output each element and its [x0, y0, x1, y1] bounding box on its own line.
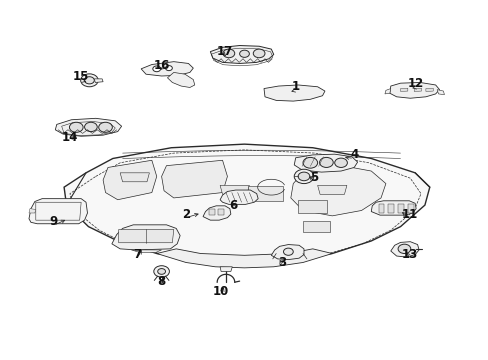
Polygon shape	[29, 209, 36, 213]
Text: 5: 5	[309, 171, 318, 184]
Polygon shape	[209, 210, 215, 215]
Polygon shape	[271, 244, 304, 260]
Text: 12: 12	[407, 77, 424, 90]
Circle shape	[397, 244, 410, 253]
Circle shape	[165, 66, 172, 71]
Circle shape	[81, 74, 98, 87]
Polygon shape	[167, 72, 194, 87]
Polygon shape	[220, 190, 258, 204]
Text: 8: 8	[157, 275, 165, 288]
Polygon shape	[264, 85, 325, 101]
Circle shape	[253, 49, 264, 58]
Polygon shape	[119, 229, 173, 243]
Polygon shape	[425, 88, 432, 91]
Polygon shape	[290, 166, 385, 216]
Circle shape	[158, 269, 165, 274]
Polygon shape	[157, 249, 331, 268]
Text: 3: 3	[278, 256, 286, 269]
Text: 7: 7	[133, 248, 141, 261]
Polygon shape	[387, 204, 393, 213]
Polygon shape	[294, 154, 357, 172]
Polygon shape	[436, 90, 444, 95]
Circle shape	[69, 122, 83, 132]
Polygon shape	[220, 185, 249, 194]
Polygon shape	[120, 173, 149, 182]
Polygon shape	[161, 160, 227, 198]
Polygon shape	[389, 82, 439, 98]
Polygon shape	[384, 89, 390, 94]
Polygon shape	[298, 201, 327, 213]
Text: 6: 6	[229, 199, 237, 212]
Polygon shape	[131, 250, 161, 252]
Polygon shape	[210, 45, 273, 63]
Circle shape	[223, 49, 234, 58]
Polygon shape	[217, 210, 223, 215]
Text: 14: 14	[61, 131, 78, 144]
Polygon shape	[397, 204, 403, 213]
Text: 17: 17	[216, 45, 233, 58]
Circle shape	[84, 122, 97, 132]
Polygon shape	[220, 267, 232, 271]
Polygon shape	[141, 62, 193, 76]
Circle shape	[154, 266, 169, 277]
Polygon shape	[390, 242, 418, 257]
Text: 15: 15	[73, 70, 89, 83]
Polygon shape	[203, 206, 230, 220]
Polygon shape	[64, 144, 429, 261]
Text: 13: 13	[401, 248, 418, 261]
Polygon shape	[103, 160, 157, 200]
Polygon shape	[248, 186, 282, 201]
Text: 2: 2	[182, 208, 190, 221]
Polygon shape	[94, 79, 103, 82]
Text: 10: 10	[213, 285, 229, 298]
Polygon shape	[303, 221, 329, 232]
Text: 11: 11	[401, 208, 418, 221]
Text: 9: 9	[49, 215, 58, 229]
Polygon shape	[112, 225, 180, 250]
Polygon shape	[407, 204, 413, 213]
Polygon shape	[55, 118, 122, 136]
Text: 1: 1	[291, 80, 299, 93]
Polygon shape	[317, 185, 346, 194]
Circle shape	[239, 50, 249, 57]
Circle shape	[294, 169, 313, 184]
Polygon shape	[400, 88, 407, 91]
Polygon shape	[370, 201, 415, 215]
Polygon shape	[29, 199, 87, 224]
Circle shape	[334, 158, 346, 167]
Text: 16: 16	[153, 59, 169, 72]
Circle shape	[153, 66, 160, 72]
Circle shape	[99, 122, 112, 132]
Text: 4: 4	[349, 148, 358, 161]
Circle shape	[303, 157, 317, 168]
Circle shape	[84, 77, 94, 84]
Circle shape	[298, 172, 309, 181]
Polygon shape	[378, 204, 384, 213]
Circle shape	[283, 248, 293, 255]
Polygon shape	[413, 88, 421, 91]
Circle shape	[319, 157, 332, 167]
